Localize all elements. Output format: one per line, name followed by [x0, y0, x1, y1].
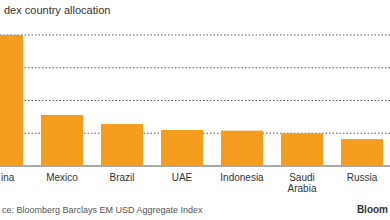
- chart: dex country allocation ina Mexico Brazil UAE…: [0, 0, 390, 220]
- x-tick-label: Russia: [347, 172, 378, 183]
- bars: [0, 35, 383, 166]
- label-line: Brazil: [109, 172, 134, 183]
- label-line: Indonesia: [220, 172, 264, 183]
- label-line: ina: [1, 172, 15, 183]
- bar: [101, 124, 143, 166]
- chart-svg: dex country allocation ina Mexico Brazil UAE…: [0, 0, 390, 220]
- x-tick-label: ina: [1, 172, 15, 183]
- bar: [0, 35, 23, 166]
- bar: [41, 115, 83, 166]
- x-tick-label: Brazil: [109, 172, 134, 183]
- title: dex country allocation: [4, 4, 110, 16]
- source: ce: Bloomberg Barclays EM USD Aggregate …: [2, 205, 203, 215]
- logo: Bloom: [357, 204, 388, 215]
- bar: [221, 131, 263, 166]
- label-line: UAE: [172, 172, 193, 183]
- label-line: Arabia: [288, 183, 317, 194]
- label-line: Mexico: [46, 172, 78, 183]
- grid-line: [0, 67, 390, 68]
- x-tick-label: SaudiArabia: [288, 172, 317, 194]
- bar: [281, 133, 323, 166]
- bar: [341, 139, 383, 166]
- label-line: Saudi: [289, 172, 315, 183]
- x-tick-label: Mexico: [46, 172, 78, 183]
- grid-line: [0, 35, 390, 36]
- x-tick-label: Indonesia: [220, 172, 264, 183]
- label-line: Russia: [347, 172, 378, 183]
- grid-line: [0, 100, 390, 101]
- x-tick-label: UAE: [172, 172, 193, 183]
- bar: [161, 130, 203, 166]
